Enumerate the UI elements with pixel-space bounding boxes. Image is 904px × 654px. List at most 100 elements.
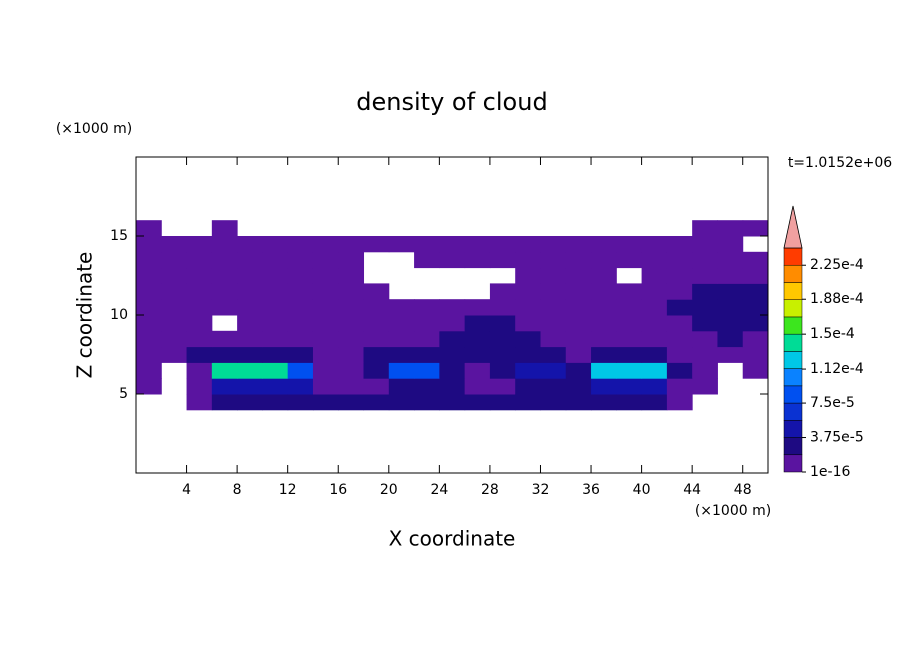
contour-cell xyxy=(312,251,339,269)
contour-cell xyxy=(262,236,289,253)
contour-cell xyxy=(565,330,592,348)
contour-cell xyxy=(237,299,263,316)
contour-cell xyxy=(591,394,617,411)
contour-cell xyxy=(237,362,263,379)
x-tick-label: 36 xyxy=(582,482,600,498)
colorbar-swatch xyxy=(783,351,803,369)
contour-cell xyxy=(414,236,440,253)
contour-cell xyxy=(287,330,314,348)
contour-cell xyxy=(287,236,314,253)
contour-cell xyxy=(136,299,162,316)
contour-cell xyxy=(717,315,744,332)
contour-cell xyxy=(388,394,415,411)
contour-cell xyxy=(641,346,668,363)
contour-cell xyxy=(641,315,668,332)
contour-cell xyxy=(388,299,415,316)
contour-cell xyxy=(540,251,567,269)
contour-cell xyxy=(186,315,213,332)
contour-cell xyxy=(312,315,339,332)
contour-cell xyxy=(616,236,643,253)
contour-cell xyxy=(540,394,567,411)
contour-cell xyxy=(338,362,365,379)
contour-cell xyxy=(211,251,238,269)
contour-cell xyxy=(692,251,718,269)
contour-cell xyxy=(641,299,668,316)
contour-cell xyxy=(591,299,617,316)
contour-cell xyxy=(692,267,718,284)
contour-cell xyxy=(388,362,415,379)
contour-cell xyxy=(616,378,643,395)
x-unit: (×1000 m) xyxy=(695,503,771,519)
contour-cell xyxy=(464,362,491,379)
contour-cell xyxy=(464,330,491,348)
x-tick-label: 32 xyxy=(532,482,550,498)
contour-cell xyxy=(262,267,289,284)
colorbar-label: 1.12e-4 xyxy=(810,361,864,377)
contour-cell xyxy=(666,394,693,411)
contour-cell xyxy=(515,394,541,411)
contour-cell xyxy=(692,236,718,253)
contour-cell xyxy=(666,251,693,269)
contour-cell xyxy=(489,299,516,316)
contour-cell xyxy=(540,299,567,316)
contour-cell xyxy=(489,394,516,411)
contour-cell xyxy=(717,236,744,253)
contour-cell xyxy=(515,283,541,300)
contour-cell xyxy=(641,236,668,253)
contour-cell xyxy=(186,330,213,348)
contour-cell xyxy=(489,251,516,269)
contour-cell xyxy=(312,378,339,395)
contour-cell xyxy=(439,330,466,348)
contour-cell xyxy=(616,362,643,379)
contour-cell xyxy=(262,299,289,316)
contour-cell xyxy=(287,378,314,395)
chart-title: density of cloud xyxy=(356,88,547,116)
contour-cell xyxy=(666,267,693,284)
y-tick-label: 5 xyxy=(119,386,128,402)
contour-cell xyxy=(742,267,769,284)
y-tick-label: 10 xyxy=(110,307,128,323)
contour-cell xyxy=(262,251,289,269)
contour-cell xyxy=(742,251,769,269)
contour-cell xyxy=(515,378,541,395)
contour-cell xyxy=(211,330,238,348)
contour-cell xyxy=(515,330,541,348)
colorbar-label: 1.5e-4 xyxy=(810,326,855,342)
contour-cell xyxy=(161,330,188,348)
contour-cell xyxy=(414,330,440,348)
contour-cell xyxy=(136,283,162,300)
contour-cell xyxy=(641,378,668,395)
colorbar-swatch xyxy=(783,368,803,387)
contour-cell xyxy=(287,299,314,316)
contour-cell xyxy=(641,330,668,348)
contour-cell xyxy=(161,283,188,300)
contour-cell xyxy=(136,315,162,332)
contour-cell xyxy=(565,283,592,300)
contour-cell xyxy=(439,378,466,395)
contour-cell xyxy=(692,220,718,237)
contour-cell xyxy=(515,299,541,316)
contour-cell xyxy=(287,267,314,284)
contour-cell xyxy=(161,236,188,253)
contour-cell xyxy=(312,283,339,300)
contour-cell xyxy=(161,315,188,332)
contour-cell xyxy=(616,394,643,411)
x-axis-label: X coordinate xyxy=(389,527,516,551)
colorbar-label: 3.75e-5 xyxy=(810,430,864,446)
contour-cell xyxy=(692,315,718,332)
contour-cell xyxy=(363,299,390,316)
contour-cell xyxy=(439,299,466,316)
contour-cell xyxy=(338,315,365,332)
contour-cell xyxy=(237,346,263,363)
contour-cell xyxy=(591,236,617,253)
contour-cell xyxy=(388,315,415,332)
contour-cell xyxy=(692,299,718,316)
contour-cell xyxy=(489,362,516,379)
contour-cell xyxy=(742,299,769,316)
colorbar-label: 1.88e-4 xyxy=(810,291,864,307)
contour-cell xyxy=(186,267,213,284)
contour-cell xyxy=(414,251,440,269)
colorbar-extend xyxy=(783,205,803,249)
colorbar-swatch xyxy=(783,385,803,404)
